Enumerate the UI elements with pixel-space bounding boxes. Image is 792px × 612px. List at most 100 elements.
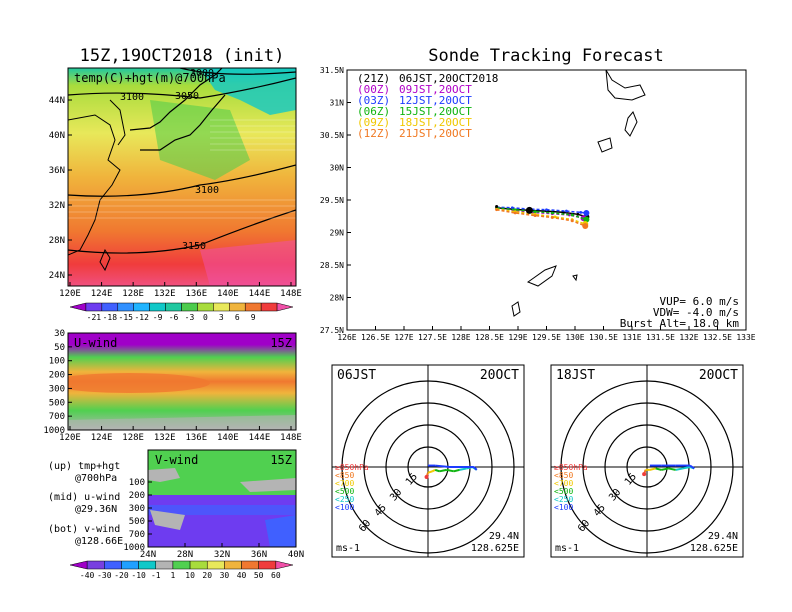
u-pressure-label: 50 — [54, 343, 65, 353]
hodo-trace — [459, 467, 467, 471]
hodo-pressure-legend: ≥850hPa — [554, 463, 588, 472]
burst-text: Burst Alt= 18.0 km — [620, 317, 740, 330]
v-lat-label: 28N — [177, 550, 193, 560]
v-blue-region — [265, 515, 296, 547]
contour-3150 — [68, 209, 296, 254]
track-line-4 — [496, 208, 586, 225]
china-coast — [68, 114, 121, 256]
map-colorbar: -21 -18 -15 -12 -9 -6 -3 0 3 6 9 — [69, 302, 294, 322]
map-colorbar-label: -15 — [119, 313, 134, 322]
hodo-center-lat: 29.4N — [708, 531, 738, 542]
map-lon-label: 144E — [249, 289, 271, 299]
v-colorbar-swatch — [189, 560, 208, 570]
track-y-label: 31.5N — [320, 66, 344, 75]
track-y-label: 30N — [330, 164, 345, 173]
track-point — [533, 214, 537, 218]
hodo-trace — [446, 468, 454, 473]
left-title: 15Z,19OCT2018 (init) — [80, 46, 285, 66]
v-lat-label: 32N — [214, 550, 230, 560]
v-colorbar-swatch — [172, 560, 191, 570]
track-x-label: 132.5E — [703, 333, 732, 342]
hodo-pressure-legend: <500 — [335, 487, 354, 496]
map-lat-label: 36N — [49, 166, 65, 176]
map-colorbar-swatch — [197, 302, 214, 312]
hodo-pressure-legend: <250 — [554, 495, 573, 504]
hodo-trace — [473, 466, 478, 471]
v-colorbar-label: -10 — [131, 571, 146, 580]
u-pressure-label: 100 — [49, 357, 65, 367]
hodo-trace — [435, 464, 450, 468]
hodo-time: 06JST — [337, 368, 376, 383]
track-point — [576, 212, 580, 216]
hodo-center-lon: 128.625E — [471, 543, 519, 554]
map-colorbar-swatch — [229, 302, 246, 312]
hodo-trace — [453, 468, 460, 473]
v-pressure-axis: 100 200 300 500 700 1000 — [123, 478, 152, 553]
track-y-label: 29.5N — [320, 196, 344, 205]
v-pressure-label: 200 — [129, 491, 145, 501]
u-lon-label: 136E — [185, 433, 207, 443]
contour-3100-south — [68, 164, 296, 197]
v-colorbar-swatch — [241, 560, 259, 570]
track-legend-code: (12Z) — [357, 127, 390, 140]
track-legend-code: (00Z) — [357, 83, 390, 96]
track-x-label: 130.5E — [589, 333, 618, 342]
island-amami — [526, 265, 557, 287]
v-pressure-label: 100 — [129, 478, 145, 488]
track-end-point — [582, 223, 589, 229]
map-colorbar-label: -18 — [103, 313, 118, 322]
map-lon-label: 140E — [217, 289, 239, 299]
v-colorbar-label: -1 — [151, 571, 161, 580]
v-time: 15Z — [270, 453, 292, 467]
vdw-text: VDW= -4.0 m/s — [653, 306, 739, 319]
track-axes: 126E 126.5E 127E 127.5E 128E 128.5E 129E 129.5E… — [320, 66, 756, 342]
track-x-label: 131E — [622, 333, 641, 342]
track-x-label: 128E — [451, 333, 470, 342]
island-tanegashima — [624, 111, 638, 137]
hodo-trace — [655, 467, 662, 471]
v-label: V-wind — [155, 453, 198, 467]
v-gray-3 — [150, 510, 185, 530]
legend-bot-2: @128.66E — [75, 536, 123, 547]
track-line-5 — [496, 208, 586, 227]
v-colorbar-swatch — [206, 560, 225, 570]
jet-core — [68, 373, 210, 393]
island-yakushima — [597, 137, 613, 153]
u-pressure-label: 200 — [49, 371, 65, 381]
v-lat-label: 40N — [288, 550, 304, 560]
track-line-3 — [496, 207, 587, 221]
map-colorbar-swatch — [69, 302, 87, 312]
hodo-pressure-legend: <850 — [554, 471, 573, 480]
track-legend-time: 06JST,20OCT2018 — [399, 72, 498, 85]
hodo-start — [424, 475, 429, 480]
track-point — [570, 213, 574, 217]
map-lat-axis: 44N 40N 36N 32N 28N 24N — [49, 96, 72, 281]
hodo-trace — [434, 468, 440, 473]
v-lat-label: 36N — [251, 550, 267, 560]
right-title: Sonde Tracking Forecast — [428, 46, 663, 66]
u-pressure-label: 300 — [49, 384, 65, 394]
u-lon-label: 132E — [154, 433, 176, 443]
u-time: 15Z — [270, 336, 292, 350]
track-point — [510, 206, 514, 210]
map-lon-label: 128E — [122, 289, 144, 299]
v-colorbar-label: 60 — [271, 571, 281, 580]
legend-mid-1: (mid) u-wind — [48, 492, 120, 503]
contour-3000 — [179, 68, 296, 75]
map-colorbar-swatch — [165, 302, 182, 312]
v-colorbar-swatch — [104, 560, 122, 570]
track-point — [550, 211, 554, 215]
v-colorbar-swatch — [258, 560, 277, 570]
v-colorbar-swatch — [69, 560, 88, 570]
hodo-pressure-legend: <850 — [335, 471, 354, 480]
map-lat-label: 40N — [49, 131, 65, 141]
map-colorbar-swatch — [276, 302, 294, 312]
u-lon-axis: 120E 124E 128E 132E 136E 140E 144E 148E — [59, 426, 302, 443]
map-hatching — [68, 119, 296, 219]
v-colorbar-swatch — [224, 560, 242, 570]
v-lat-axis: 24N 28N 32N 36N 40N — [140, 543, 304, 560]
map-lat-label: 24N — [49, 271, 65, 281]
v-lat-label: 24N — [140, 550, 156, 560]
track-point — [550, 216, 554, 219]
